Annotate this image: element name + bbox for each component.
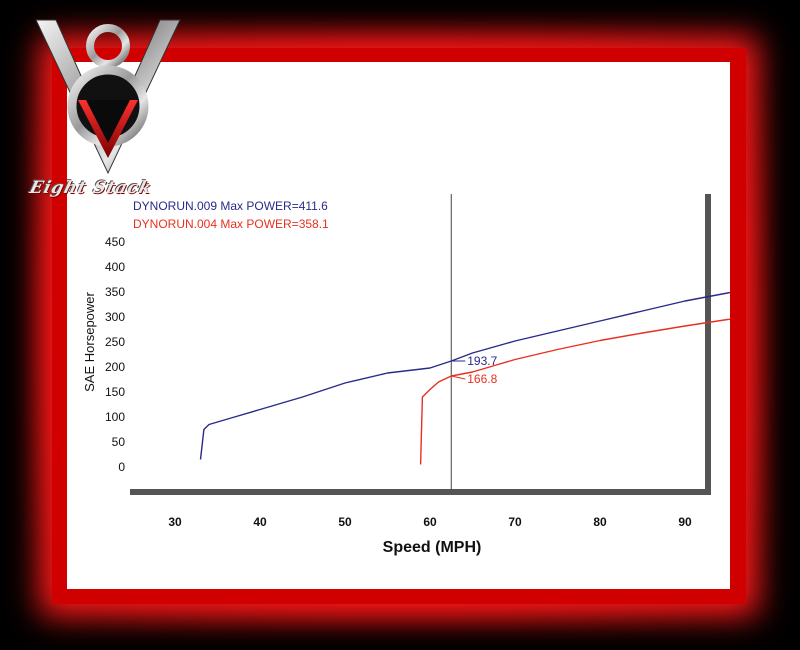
x-tick-label: 30 [168,515,182,529]
x-tick-label: 80 [593,515,607,529]
x-tick-label: 70 [508,515,522,529]
annotation-leader [451,375,466,380]
y-tick-label: 100 [105,410,125,424]
y-tick-label: 50 [112,435,126,449]
x-tick-label: 90 [678,515,692,529]
y-tick-label: 250 [105,335,125,349]
y-tick-label: 450 [105,235,125,249]
y-tick-label: 200 [105,360,125,374]
value-annotations: 193.7 166.8 [451,354,498,386]
y-tick-label: 0 [118,460,125,474]
legend-entry: DYNORUN.004 Max POWER=358.1 [133,217,329,231]
legend: DYNORUN.009 Max POWER=411.6 DYNORUN.004 M… [133,199,329,231]
y-tick-label: 350 [105,285,125,299]
logo-wordmark: Eight Stack [27,178,155,198]
x-tick-label: 40 [253,515,267,529]
annotation-value: 193.7 [467,354,497,368]
y-tick-labels: 0 50 100 150 200 250 300 350 400 450 [105,235,125,474]
y-tick-label: 300 [105,310,125,324]
y-tick-label: 150 [105,385,125,399]
x-tick-label: 60 [423,515,437,529]
y-tick-label: 400 [105,260,125,274]
series-line-dynorun-004 [419,318,730,465]
dyno-chart: 0 50 100 150 200 250 300 350 400 450 30 40 50 60 70 80… [82,194,730,556]
x-axis-title: Speed (MPH) [383,539,482,556]
y-axis-title: SAE Horsepower [82,291,97,391]
annotation-value: 166.8 [467,372,497,386]
x-tick-label: 50 [338,515,352,529]
series-line-dynorun-009 [199,291,730,460]
x-tick-labels: 30405060708090100110120130140150 [168,515,692,529]
v8-emblem-icon [35,19,181,175]
legend-entry: DYNORUN.009 Max POWER=411.6 [133,199,328,213]
dyno-chart-paper: 0 50 100 150 200 250 300 350 400 450 30 40 50 60 70 80… [67,62,730,589]
series-layer [199,291,730,465]
